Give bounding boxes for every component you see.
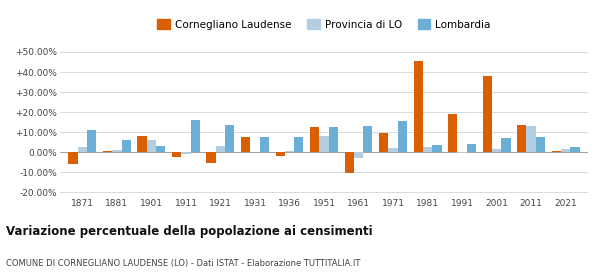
Bar: [181, 152, 191, 154]
Bar: [423, 147, 432, 152]
Bar: [216, 146, 225, 152]
Bar: [561, 149, 570, 152]
Bar: [147, 140, 156, 152]
Bar: [388, 148, 398, 152]
Bar: [354, 152, 363, 158]
Bar: [457, 152, 467, 153]
Bar: [482, 76, 492, 152]
Bar: [275, 152, 285, 156]
Bar: [517, 125, 526, 152]
Bar: [398, 121, 407, 152]
Bar: [241, 137, 250, 152]
Bar: [432, 145, 442, 152]
Bar: [551, 151, 561, 152]
Bar: [363, 126, 373, 152]
Bar: [137, 136, 147, 152]
Bar: [413, 61, 423, 152]
Bar: [112, 150, 122, 152]
Bar: [467, 144, 476, 152]
Bar: [492, 149, 501, 152]
Bar: [206, 152, 216, 163]
Bar: [87, 130, 97, 152]
Bar: [103, 151, 112, 152]
Bar: [329, 127, 338, 152]
Bar: [294, 137, 304, 152]
Bar: [448, 114, 457, 152]
Bar: [536, 137, 545, 152]
Text: COMUNE DI CORNEGLIANO LAUDENSE (LO) - Dati ISTAT - Elaborazione TUTTITALIA.IT: COMUNE DI CORNEGLIANO LAUDENSE (LO) - Da…: [6, 259, 361, 268]
Bar: [78, 147, 87, 152]
Bar: [285, 151, 294, 152]
Bar: [122, 140, 131, 152]
Bar: [156, 146, 166, 152]
Bar: [319, 136, 329, 152]
Bar: [344, 152, 354, 173]
Legend: Cornegliano Laudense, Provincia di LO, Lombardia: Cornegliano Laudense, Provincia di LO, L…: [153, 15, 495, 34]
Bar: [260, 137, 269, 152]
Bar: [379, 133, 388, 152]
Bar: [570, 147, 580, 152]
Bar: [191, 120, 200, 152]
Bar: [225, 125, 235, 152]
Bar: [310, 127, 319, 152]
Text: Variazione percentuale della popolazione ai censimenti: Variazione percentuale della popolazione…: [6, 225, 373, 237]
Bar: [172, 152, 181, 157]
Bar: [526, 126, 536, 152]
Bar: [68, 152, 78, 164]
Bar: [501, 138, 511, 152]
